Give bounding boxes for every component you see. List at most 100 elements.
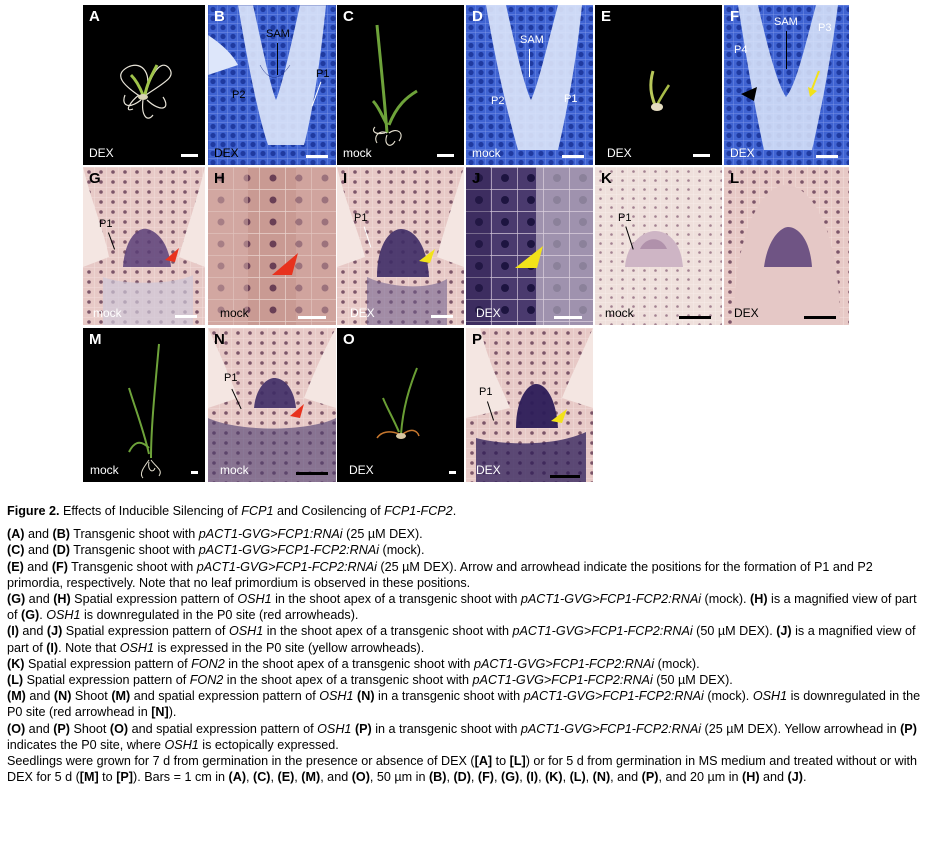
scale-bar [693,154,710,157]
panel-l-letter: L [730,170,740,187]
panel-d-letter: D [472,8,483,25]
scale-bar [175,315,197,318]
scale-bar [298,316,326,319]
panel-l-condition: DEX [734,306,759,320]
pointer-line [786,31,787,69]
panel-p-letter: P [472,331,483,348]
micrograph-image [724,5,849,165]
panel-o: O DEX [337,328,464,482]
scale-bar [554,316,582,319]
panel-e-condition: DEX [607,146,632,160]
caption-ij: (I) and (J) Spatial expression pattern o… [7,624,916,655]
caption-op: (O) and (P) Shoot (O) and spatial expres… [7,721,917,752]
panel-b: B SAM P1 P2 DEX [208,5,336,165]
micrograph-image [208,167,336,325]
panel-c-letter: C [343,8,354,25]
panel-n-condition: mock [220,463,249,477]
panel-p: P P1 DEX [466,328,593,482]
seedling-image [371,24,418,146]
panel-b-letter: B [214,8,225,25]
panel-o-condition: DEX [349,463,374,477]
label-p1: P1 [99,218,113,230]
panel-c: C mock [337,5,464,165]
panel-i: I P1 DEX [337,167,464,325]
label-p1: P1 [224,372,238,384]
scale-bar [296,472,328,475]
panel-j-letter: J [472,170,481,187]
caption-cd: (C) and (D) Transgenic shoot with pACT1-… [7,543,425,558]
panel-k-letter: K [601,170,612,187]
panel-a-condition: DEX [89,146,114,160]
micrograph-image [466,328,593,482]
yellow-arrowhead-icon [419,249,435,263]
label-sam: SAM [520,34,544,46]
panel-d-condition: mock [472,146,501,160]
label-p4: P4 [734,44,748,56]
scale-bar [816,155,838,158]
panel-f: F SAM P3 P4 DEX [724,5,849,165]
scale-bar [679,316,711,319]
panel-o-letter: O [343,331,355,348]
micrograph-image [83,167,205,325]
panel-j-condition: DEX [476,306,501,320]
pointer-line [277,43,278,75]
caption-ef: (E) and (F) Transgenic shoot with pACT1-… [7,559,873,590]
scale-bar [306,155,328,158]
seedling-image [376,367,420,439]
micrograph-image [466,167,593,325]
micrograph-image [724,167,849,325]
micrograph-image [208,328,336,482]
label-p2: P2 [491,95,505,107]
scale-bar [449,471,456,474]
caption-l: (L) Spatial expression pattern of FON2 i… [7,673,733,688]
panel-k: K P1 mock [595,167,722,325]
micrograph-image [337,167,464,325]
panel-i-condition: DEX [350,306,375,320]
yellow-arrowhead-icon [515,246,543,268]
label-sam: SAM [774,16,798,28]
scale-bar [437,154,454,157]
seedling-image [649,70,671,111]
label-p3: P3 [818,22,832,34]
red-arrowhead-icon [165,248,179,262]
micrograph-image [208,5,336,165]
panel-e-letter: E [601,8,612,25]
label-p1: P1 [354,212,368,224]
panel-h: H mock [208,167,336,325]
panel-a-letter: A [89,8,100,25]
label-p2: P2 [232,89,246,101]
panel-m: M mock [83,328,205,482]
panel-j: J DEX [466,167,593,325]
label-p1: P1 [316,68,330,80]
caption-k: (K) Spatial expression pattern of FON2 i… [7,656,700,671]
label-p1: P1 [479,386,493,398]
red-arrowhead-icon [290,404,304,418]
scale-bar [562,155,584,158]
caption-title: Figure 2. Effects of Inducible Silencing… [7,504,457,518]
panel-h-condition: mock [220,306,249,320]
label-sam: SAM [266,28,290,40]
scale-bar [181,154,198,157]
panel-m-condition: mock [90,463,119,477]
panel-b-condition: DEX [214,146,239,160]
panel-k-condition: mock [605,306,634,320]
panel-n: N P1 mock [208,328,336,482]
scale-bar [431,315,453,318]
panel-g-letter: G [89,170,101,187]
panel-p-condition: DEX [476,463,501,477]
figure-caption: Figure 2. Effects of Inducible Silencing… [7,503,923,785]
panel-c-condition: mock [343,146,372,160]
micrograph-image [466,5,593,165]
yellow-arrowhead-icon [551,409,567,423]
scale-bar [550,475,580,478]
panel-f-letter: F [730,8,740,25]
panel-a: A DEX [83,5,205,165]
panel-d: D SAM P1 P2 mock [466,5,593,165]
panel-h-letter: H [214,170,225,187]
panel-f-condition: DEX [730,146,755,160]
caption-seedlings: Seedlings were grown for 7 d from germin… [7,754,917,785]
red-arrowhead-icon [272,253,298,275]
scale-bar [191,471,198,474]
panel-g-condition: mock [93,306,122,320]
panel-i-letter: I [343,170,348,187]
